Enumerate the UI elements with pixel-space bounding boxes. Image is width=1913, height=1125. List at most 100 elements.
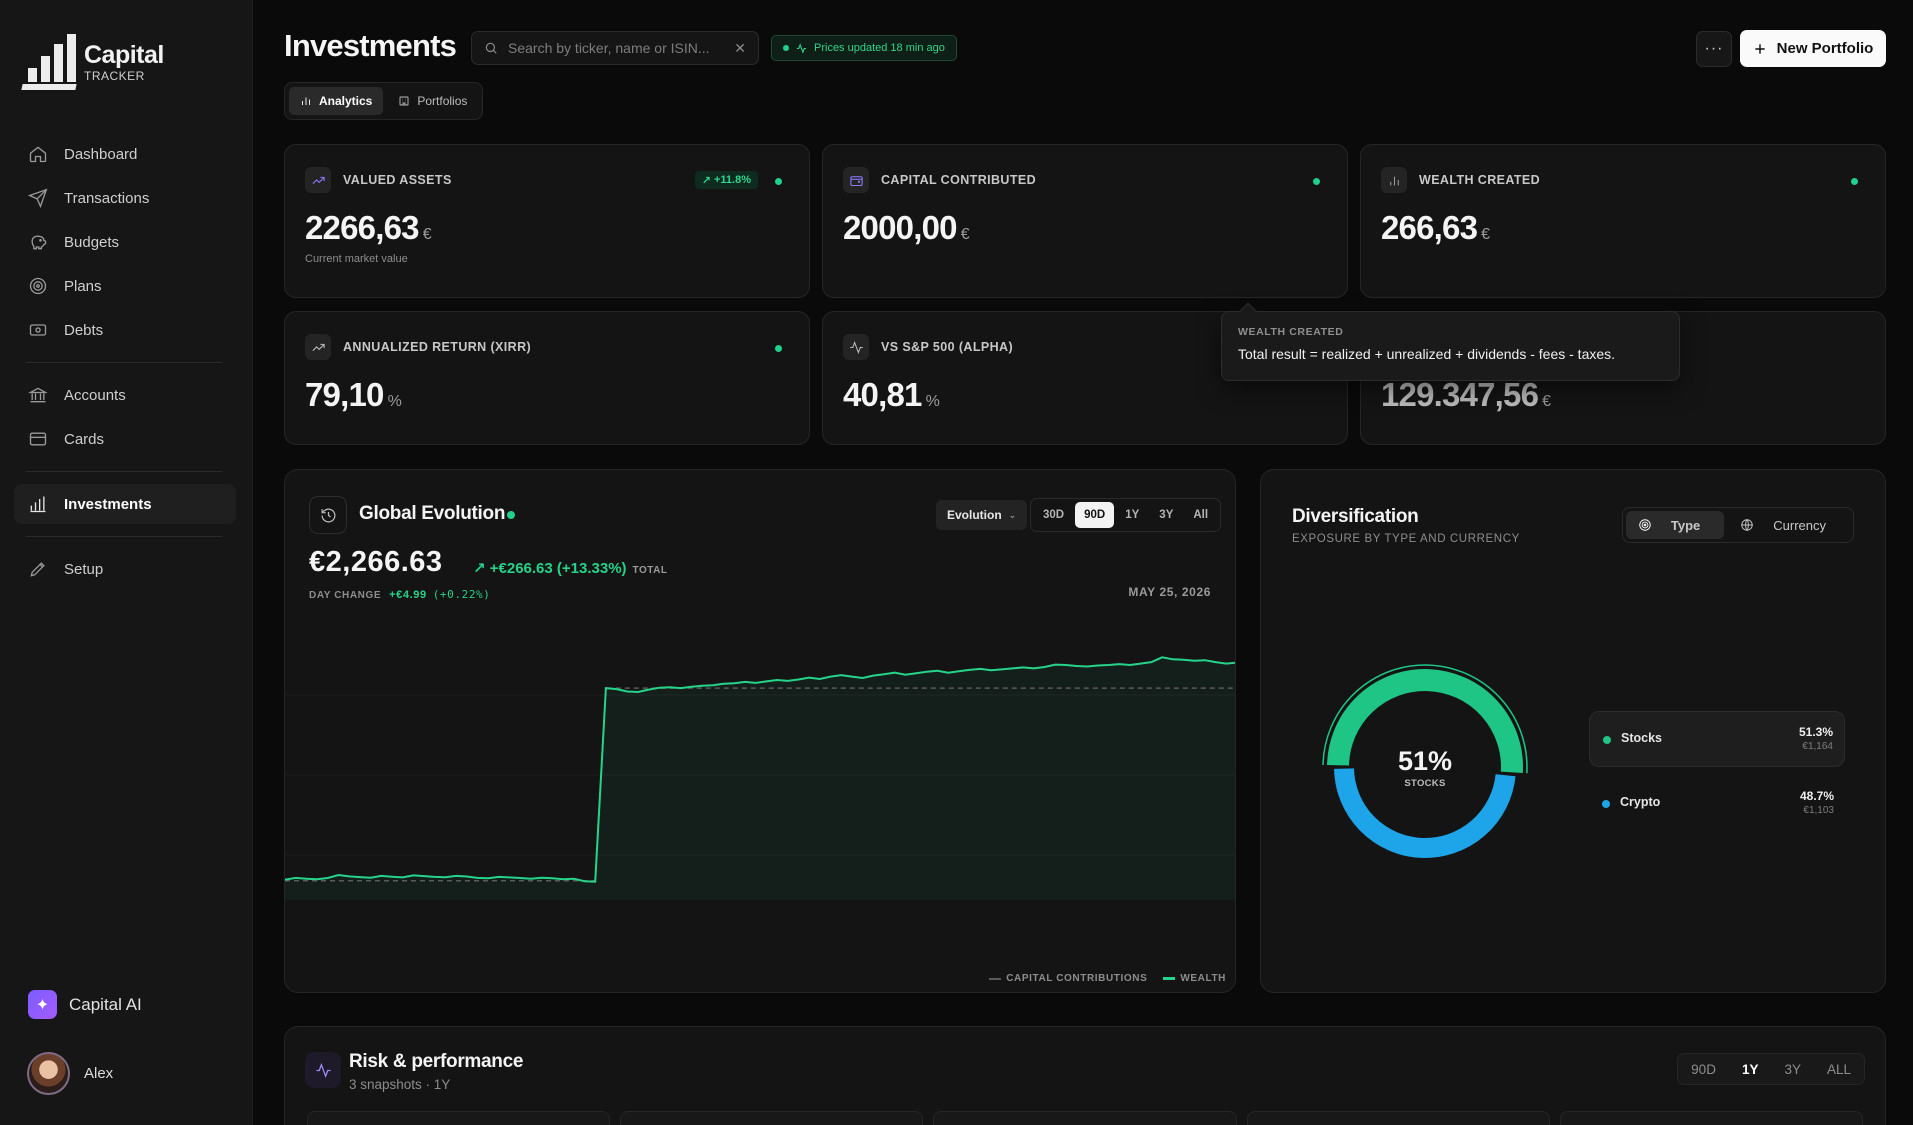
day-change-label: DAY CHANGE [309,590,382,601]
user-name: Alex [84,1065,114,1082]
clear-search-icon[interactable]: ✕ [734,39,746,56]
sidebar-item-setup[interactable]: Setup [14,549,236,589]
range-90d[interactable]: 90D [1075,502,1115,528]
panel-subtitle: 3 snapshots · 1Y [349,1077,451,1092]
kpi-unit: € [1542,393,1551,410]
kpi-number: 2266,63 [305,209,419,246]
kpi-subtitle: Current market value [305,253,408,265]
kpi-label: WEALTH CREATED [1419,173,1541,187]
sidebar-item-label: Cards [64,430,105,448]
range-all[interactable]: All [1193,509,1209,521]
sidebar-item-label: Transactions [64,189,150,207]
kpi-capital-contributed[interactable]: CAPITAL CONTRIBUTED 2000,00 € [822,144,1348,298]
change-badge-value: +11.8% [713,174,751,186]
wealth-created-tooltip: WEALTH CREATED Total result = realized +… [1221,302,1680,381]
series-line-contributions [285,687,1235,882]
tab-portfolios[interactable]: Portfolios [387,87,478,115]
trending-up-icon [305,334,331,360]
sidebar-item-label: Setup [64,560,104,578]
panel-title: Global Evolution [359,503,506,524]
pen-icon [30,562,45,577]
ellipsis-icon: ··· [1704,40,1724,57]
total-label: TOTAL [632,565,668,576]
donut-slice-stocks[interactable] [1327,669,1523,774]
toggle-label: Currency [1773,517,1826,533]
legend-label: WEALTH [1180,973,1226,984]
banknote-icon [29,324,47,336]
tooltip-body: Total result = realized + unrealized + d… [1238,346,1616,362]
change-badge: ↗ +11.8% [694,171,758,189]
capital-ai-button[interactable]: ✦ Capital AI [28,990,142,1019]
risk-metric-card[interactable] [307,1111,611,1125]
credit-card-icon [29,432,47,446]
chart-date: MAY 25, 2026 [1128,585,1211,599]
status-text: Prices updated 18 min ago [814,42,945,54]
sidebar-item-plans[interactable]: Plans [14,266,236,306]
logo-title: Capital [84,41,164,69]
range-3y[interactable]: 3Y [1784,1061,1801,1077]
toggle-type[interactable]: Type [1625,511,1725,539]
sidebar: Capital TRACKER Dashboard Transactions B… [0,0,253,1125]
range-90d[interactable]: 90D [1691,1061,1716,1077]
globe-icon [1741,519,1753,531]
legend-name: Stocks [1621,731,1662,745]
kpi-value: 2000,00 € [843,209,970,247]
sidebar-item-label: Investments [64,495,152,513]
diversification-panel: Diversification EXPOSURE BY TYPE AND CUR… [1260,469,1886,993]
kpi-unit: % [387,393,402,410]
sidebar-item-label: Dashboard [64,145,138,163]
tab-label: Analytics [319,94,373,108]
user-menu[interactable]: Alex [27,1052,113,1095]
kpi-value: 2266,63 € [305,209,432,247]
evolution-chart[interactable] [285,610,1236,940]
building-icon [399,96,409,106]
donut-slice-highlight-ring [1322,664,1528,774]
range-all[interactable]: ALL [1826,1061,1851,1077]
kpi-valued-assets[interactable]: VALUED ASSETS ↗ +11.8% 2266,63 € Current m… [284,144,810,298]
target-icon [1639,519,1651,531]
kpi-label: VALUED ASSETS [343,173,452,187]
range-1y[interactable]: 1Y [1741,1061,1759,1077]
dropdown-label: Evolution [947,508,1002,522]
search-input[interactable]: Search by ticker, name or ISIN... ✕ [471,31,759,65]
sidebar-item-dashboard[interactable]: Dashboard [14,134,236,174]
risk-metric-card[interactable] [1246,1111,1550,1125]
more-options-button[interactable]: ··· [1696,31,1732,67]
donut-slice-crypto[interactable] [1334,768,1516,858]
legend-swatch [989,977,1002,980]
avatar [27,1052,70,1095]
kpi-value: 129.347,56 € [1381,376,1551,414]
chevron-down-icon: ⌄ [1008,509,1017,520]
risk-metric-card[interactable] [1559,1111,1864,1125]
sidebar-item-debts[interactable]: Debts [14,310,236,350]
range-3y[interactable]: 3Y [1159,509,1174,521]
activity-icon [305,1052,341,1088]
new-portfolio-button[interactable]: New Portfolio [1740,30,1886,67]
sidebar-item-budgets[interactable]: Budgets [14,222,236,262]
total-change: ↗ +€266.63 (+13.33%) TOTAL [473,559,667,577]
legend-label: CAPITAL CONTRIBUTIONS [1006,973,1148,984]
sidebar-item-accounts[interactable]: Accounts [14,375,236,415]
sidebar-item-transactions[interactable]: Transactions [14,178,236,218]
chart-mode-dropdown[interactable]: Evolution ⌄ [936,500,1028,530]
sidebar-item-investments[interactable]: Investments [14,484,236,524]
risk-metric-card[interactable] [620,1111,924,1125]
kpi-wealth-created[interactable]: WEALTH CREATED 266,63 € [1360,144,1886,298]
kpi-unit: € [422,226,432,243]
risk-metric-card[interactable] [933,1111,1237,1125]
app-logo[interactable]: Capital TRACKER [21,34,164,90]
range-30d[interactable]: 30D [1043,509,1065,521]
kpi-annualized-return[interactable]: ANNUALIZED RETURN (XIRR) 79,10% [284,311,810,445]
legend-row-crypto[interactable]: Crypto 48.7% €1,103 [1589,776,1845,832]
donut-center-pct: 51% [1397,745,1453,776]
toggle-label: Type [1670,517,1701,533]
sidebar-nav-main: Dashboard Transactions Budgets Plans Deb… [14,134,236,593]
range-1y[interactable]: 1Y [1125,509,1140,521]
tab-analytics[interactable]: Analytics [289,87,384,115]
legend-row-stocks[interactable]: Stocks 51.3% €1,164 [1589,711,1845,767]
plus-icon [1754,43,1765,54]
total-value: €2,266.63 [309,546,443,578]
sidebar-item-cards[interactable]: Cards [14,419,236,459]
allocation-donut-chart[interactable] [1318,660,1532,874]
toggle-currency[interactable]: Currency [1728,511,1850,539]
